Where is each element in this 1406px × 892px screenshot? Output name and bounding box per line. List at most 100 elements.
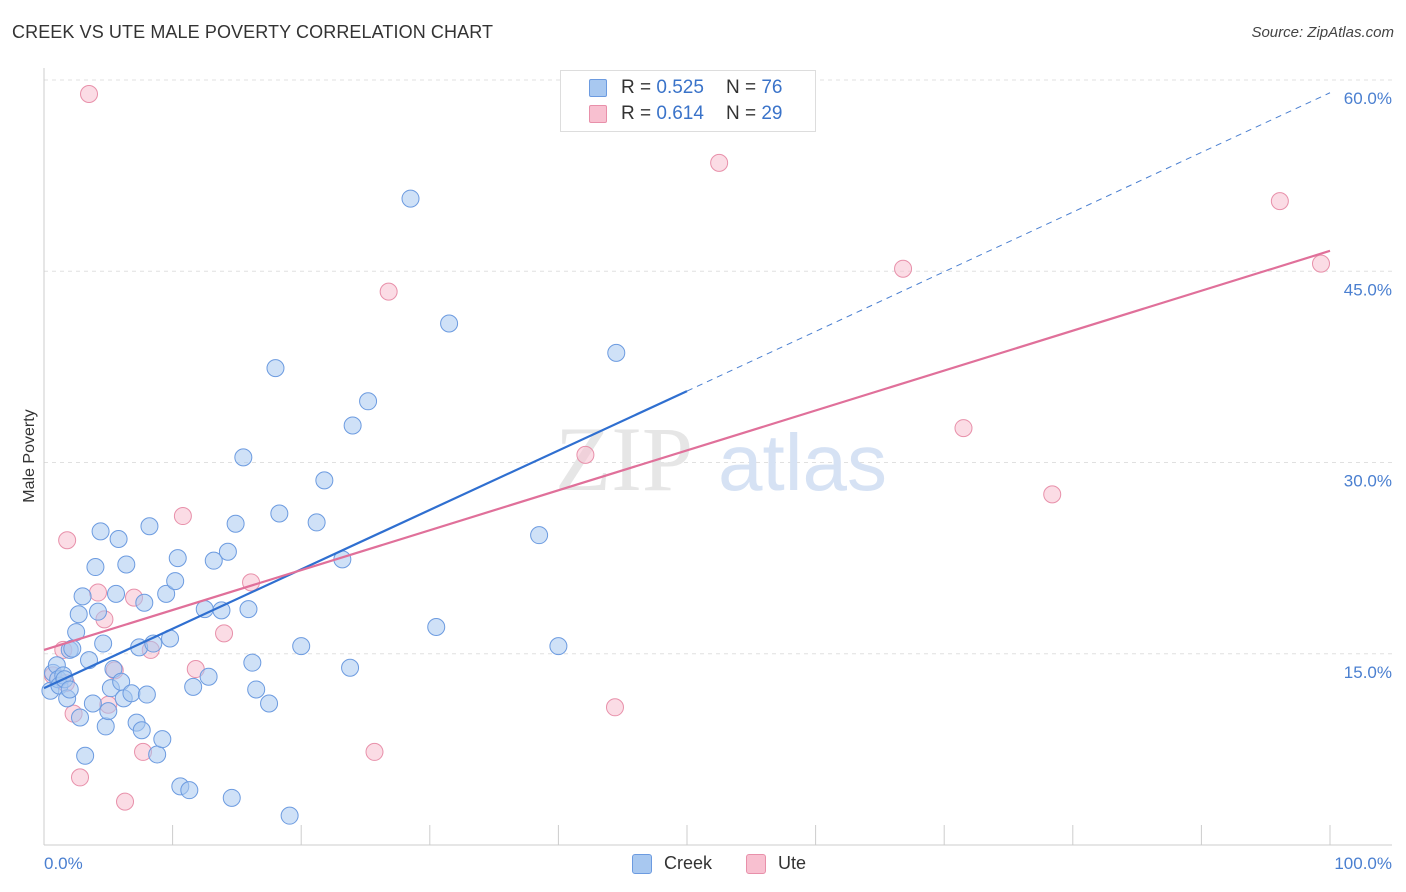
- watermark-zip: ZIP: [555, 408, 693, 510]
- data-point-creek: [166, 572, 185, 591]
- data-point-creek: [73, 587, 92, 606]
- trend-line-creek-extension: [686, 92, 1331, 392]
- legend-r-label: R =: [621, 77, 652, 98]
- y-axis-label: Male Poverty: [21, 409, 38, 502]
- data-point-creek: [226, 514, 245, 533]
- data-point-creek: [99, 702, 118, 721]
- trend-lines: [43, 92, 1331, 690]
- data-point-creek: [71, 708, 90, 727]
- data-point-ute: [1043, 485, 1062, 504]
- data-point-creek: [107, 584, 126, 603]
- bottom-legend-swatch-creek: [632, 853, 652, 874]
- data-point-creek: [218, 542, 237, 561]
- data-point-creek: [247, 680, 266, 699]
- series-creek: [41, 189, 626, 825]
- tick-labels: 15.0% 30.0% 45.0% 60.0% 0.0% 100.0%: [44, 89, 1392, 873]
- data-point-creek: [157, 584, 176, 603]
- bottom-legend: Creek Ute: [0, 851, 1406, 879]
- legend-n-value: 76: [761, 77, 783, 98]
- y-tick-label: 15.0%: [1344, 663, 1392, 682]
- data-point-ute: [894, 259, 913, 278]
- data-point-creek: [549, 637, 568, 656]
- data-point-ute: [576, 445, 595, 464]
- data-point-ute: [80, 85, 99, 104]
- data-point-creek: [222, 788, 241, 807]
- data-point-creek: [117, 555, 136, 574]
- legend-r-label: R =: [621, 103, 652, 124]
- legend-swatch-ute: [589, 105, 607, 123]
- data-point-creek: [96, 717, 115, 736]
- bottom-legend-creek: Creek: [632, 853, 712, 874]
- data-point-creek: [122, 684, 141, 703]
- data-point-creek: [180, 781, 199, 800]
- trend-line-creek: [43, 390, 688, 690]
- y-tick-label: 45.0%: [1344, 280, 1392, 299]
- data-point-creek: [270, 504, 289, 523]
- legend-row-ute: R = 0.614 N = 29: [589, 102, 782, 126]
- data-point-creek: [137, 685, 156, 704]
- data-point-creek: [76, 746, 95, 765]
- data-point-ute: [116, 792, 135, 811]
- data-point-creek: [94, 634, 113, 653]
- legend-n-label: N =: [725, 77, 757, 98]
- data-point-creek: [140, 517, 159, 536]
- data-point-ute: [365, 742, 384, 761]
- data-point-creek: [401, 189, 420, 208]
- data-point-ute: [1270, 192, 1289, 211]
- legend-n-label: N =: [725, 103, 757, 124]
- data-point-creek: [530, 526, 549, 545]
- data-point-creek: [60, 680, 79, 699]
- data-point-creek: [243, 653, 262, 672]
- data-point-creek: [184, 677, 203, 696]
- data-point-creek: [204, 551, 223, 570]
- y-tick-label: 60.0%: [1344, 89, 1392, 108]
- grid-lines: [44, 79, 1392, 655]
- legend-r-value: 0.525: [656, 77, 704, 98]
- data-point-creek: [148, 745, 167, 764]
- data-point-ute: [379, 282, 398, 301]
- data-point-creek: [132, 721, 151, 740]
- data-point-ute: [1311, 254, 1330, 273]
- data-point-ute: [954, 419, 973, 438]
- data-point-ute: [605, 698, 624, 717]
- legend-r-value: 0.614: [656, 103, 704, 124]
- x-tick-label: 0.0%: [44, 854, 83, 873]
- data-point-creek: [280, 806, 299, 825]
- legend-n-value: 29: [761, 103, 783, 124]
- chart-title: CREEK VS UTE MALE POVERTY CORRELATION CH…: [12, 22, 494, 42]
- source-label: Source: ZipAtlas.com: [1251, 24, 1394, 41]
- data-point-creek: [109, 530, 128, 548]
- data-point-creek: [239, 600, 258, 619]
- data-point-creek: [292, 637, 311, 656]
- data-point-ute: [89, 583, 108, 602]
- data-point-creek: [440, 314, 459, 333]
- trend-line-ute: [43, 249, 1331, 651]
- data-point-creek: [343, 416, 362, 435]
- legend: R = 0.525 N = 76 R = 0.614 N = 29: [560, 70, 816, 132]
- legend-swatch-creek: [589, 79, 607, 97]
- data-point-creek: [359, 392, 378, 411]
- data-point-creek: [153, 730, 172, 749]
- bottom-legend-label-creek: Creek: [664, 853, 713, 873]
- watermark: ZIP atlas: [555, 408, 887, 510]
- data-point-creek: [234, 448, 253, 467]
- axes: [43, 68, 1392, 846]
- data-point-creek: [341, 658, 360, 677]
- legend-row-creek: R = 0.525 N = 76: [589, 76, 782, 100]
- data-point-creek: [168, 549, 187, 568]
- data-point-ute: [71, 768, 90, 787]
- data-point-creek: [69, 605, 88, 624]
- data-point-ute: [58, 531, 77, 550]
- data-point-creek: [427, 617, 446, 636]
- data-point-creek: [89, 602, 108, 621]
- data-point-creek: [260, 694, 279, 713]
- bottom-legend-label-ute: Ute: [778, 853, 807, 873]
- bottom-legend-swatch-ute: [746, 853, 766, 874]
- data-point-ute: [215, 624, 234, 643]
- data-point-creek: [91, 522, 110, 541]
- data-point-creek: [83, 694, 102, 713]
- data-point-creek: [80, 651, 99, 670]
- bottom-legend-ute: Ute: [746, 853, 806, 874]
- data-point-creek: [607, 343, 626, 362]
